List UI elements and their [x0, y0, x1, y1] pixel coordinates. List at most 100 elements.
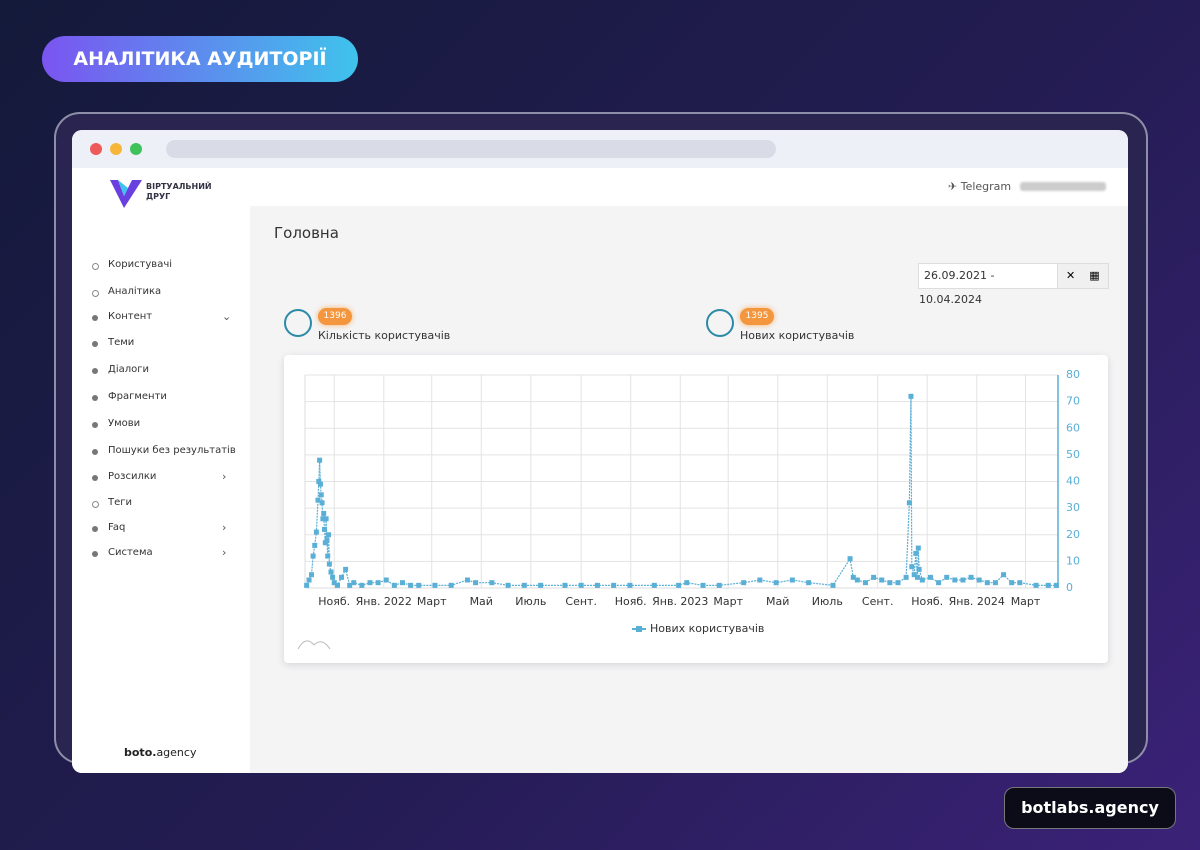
marker [416, 582, 422, 588]
marker [944, 574, 950, 580]
marker [914, 574, 920, 580]
date-buttons[interactable]: ✕ ▦ [1057, 263, 1109, 289]
legend-marker [636, 626, 642, 632]
marker [408, 582, 414, 588]
logo-icon [110, 180, 142, 208]
menu-item[interactable]: Контент [108, 311, 153, 322]
x-tick-label: Сент. [862, 595, 894, 608]
marker [1053, 582, 1059, 588]
marker [330, 574, 336, 580]
y-tick-label: 40 [1066, 475, 1080, 488]
y-tick-label: 30 [1066, 501, 1080, 514]
marker [976, 577, 982, 583]
marker [538, 582, 544, 588]
marker [316, 479, 322, 484]
menu-icon [92, 395, 98, 401]
marker [308, 572, 314, 578]
marker [304, 582, 310, 588]
y-tick-label: 70 [1066, 395, 1080, 408]
x-tick-label: Нояб. [318, 595, 350, 608]
y-tick-label: 50 [1066, 448, 1080, 461]
marker [1017, 580, 1023, 586]
marker [684, 580, 690, 586]
marker [992, 580, 998, 586]
x-tick-label: Март [417, 595, 447, 608]
marker [830, 582, 836, 588]
marker [676, 582, 682, 588]
menu-item[interactable]: Система [108, 547, 153, 558]
stat-icon [284, 309, 312, 337]
marker [320, 516, 326, 522]
marker [1009, 580, 1015, 586]
channel[interactable]: ✈ Telegram [948, 180, 1012, 193]
marker [908, 393, 914, 399]
site[interactable]: botlabs.agency [1004, 787, 1176, 829]
close-dot[interactable] [90, 143, 102, 155]
marker [318, 492, 324, 498]
marker [716, 582, 722, 588]
footer-brand: boto.agency [124, 746, 196, 759]
marker [789, 577, 795, 583]
x-tick-label: Июль [812, 595, 843, 608]
navigator-icon [297, 640, 331, 650]
menu-icon [92, 551, 98, 557]
marker [850, 574, 856, 580]
marker [448, 582, 454, 588]
marker [317, 457, 323, 463]
marker [984, 580, 990, 586]
marker [895, 580, 901, 586]
marker [1001, 572, 1007, 578]
max-dot[interactable] [130, 143, 142, 155]
marker [339, 574, 345, 580]
min-dot[interactable] [110, 143, 122, 155]
x-tick-label: Янв. 2022 [356, 595, 412, 608]
marker [312, 542, 318, 548]
marker [306, 577, 312, 583]
marker [319, 500, 325, 506]
marker [887, 580, 893, 586]
marker [326, 532, 332, 538]
menu-icon [92, 475, 98, 481]
marker [313, 529, 319, 535]
menu-item[interactable]: Діалоги [108, 364, 149, 375]
menu-item[interactable]: Теми [108, 337, 135, 348]
user-blur[interactable] [1020, 182, 1106, 191]
marker [913, 550, 919, 556]
menu-item[interactable]: Faq [108, 522, 126, 533]
menu-item[interactable]: Умови [108, 418, 141, 429]
marker [473, 580, 479, 586]
marker [909, 564, 915, 570]
marker [741, 580, 747, 586]
logo-line: ДРУГ [146, 192, 171, 201]
address-bar[interactable] [166, 140, 776, 158]
chevron: ⌄ [222, 310, 232, 323]
y-tick-label: 60 [1066, 421, 1080, 434]
marker [952, 577, 958, 583]
marker [464, 577, 470, 583]
y-tick-label: 20 [1066, 528, 1080, 541]
marker [806, 580, 812, 586]
marker [968, 574, 974, 580]
menu-icon [92, 341, 98, 347]
menu-icon [92, 315, 98, 321]
menu-icon [92, 422, 98, 428]
marker [521, 582, 527, 588]
marker [322, 540, 328, 546]
marker [700, 582, 706, 588]
menu-item[interactable]: Користувачі [108, 259, 173, 270]
brand-light: agency [156, 746, 197, 759]
menu-item[interactable]: Розсилки [108, 471, 157, 482]
menu-item[interactable]: Теги [108, 497, 133, 508]
marker [594, 582, 600, 588]
series-line [306, 396, 1057, 587]
menu-item[interactable]: Аналітика [108, 286, 162, 297]
date-range[interactable]: 26.09.2021 - 10.04.2024 [918, 263, 1058, 306]
marker [351, 580, 357, 586]
menu-item[interactable]: Фрагменти [108, 391, 167, 402]
marker [321, 526, 327, 532]
menu-item[interactable]: Пошуки без результатів [108, 445, 236, 456]
marker [325, 553, 331, 559]
marker [326, 561, 332, 567]
marker [611, 582, 617, 588]
